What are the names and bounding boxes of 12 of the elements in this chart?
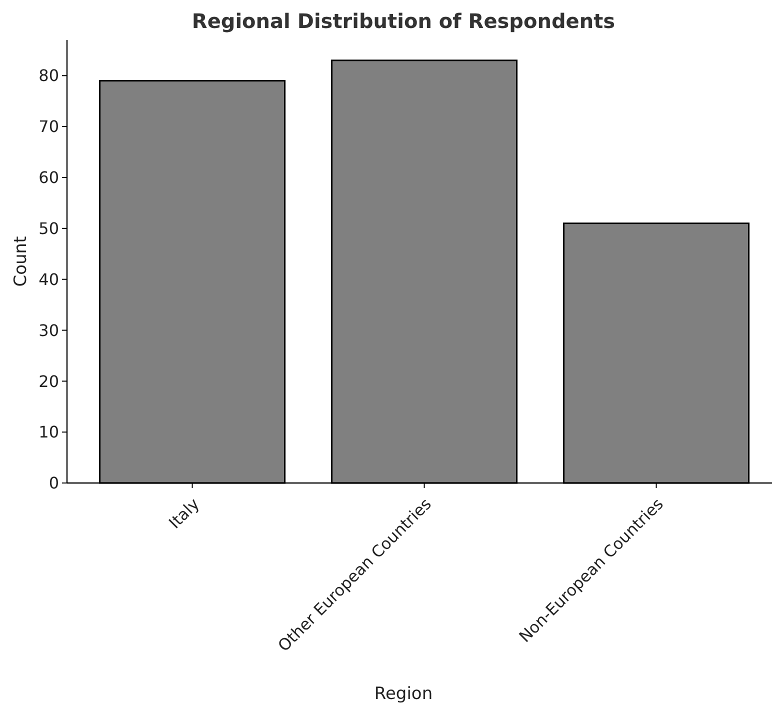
y-tick-label: 20: [38, 372, 59, 391]
y-tick-label: 70: [38, 117, 59, 136]
y-tick-label: 80: [38, 66, 59, 86]
y-tick-label: 10: [38, 422, 59, 442]
y-tick-label: 40: [38, 270, 59, 289]
y-tick-label: 30: [38, 320, 59, 340]
y-axis-title: Count: [11, 236, 31, 287]
x-axis-title: Region: [374, 684, 433, 704]
y-tick-label: 60: [38, 168, 59, 188]
y-tick-label: 50: [38, 219, 59, 238]
chart-title: Regional Distribution of Respondents: [192, 9, 616, 33]
y-tick-label: 0: [48, 474, 59, 493]
